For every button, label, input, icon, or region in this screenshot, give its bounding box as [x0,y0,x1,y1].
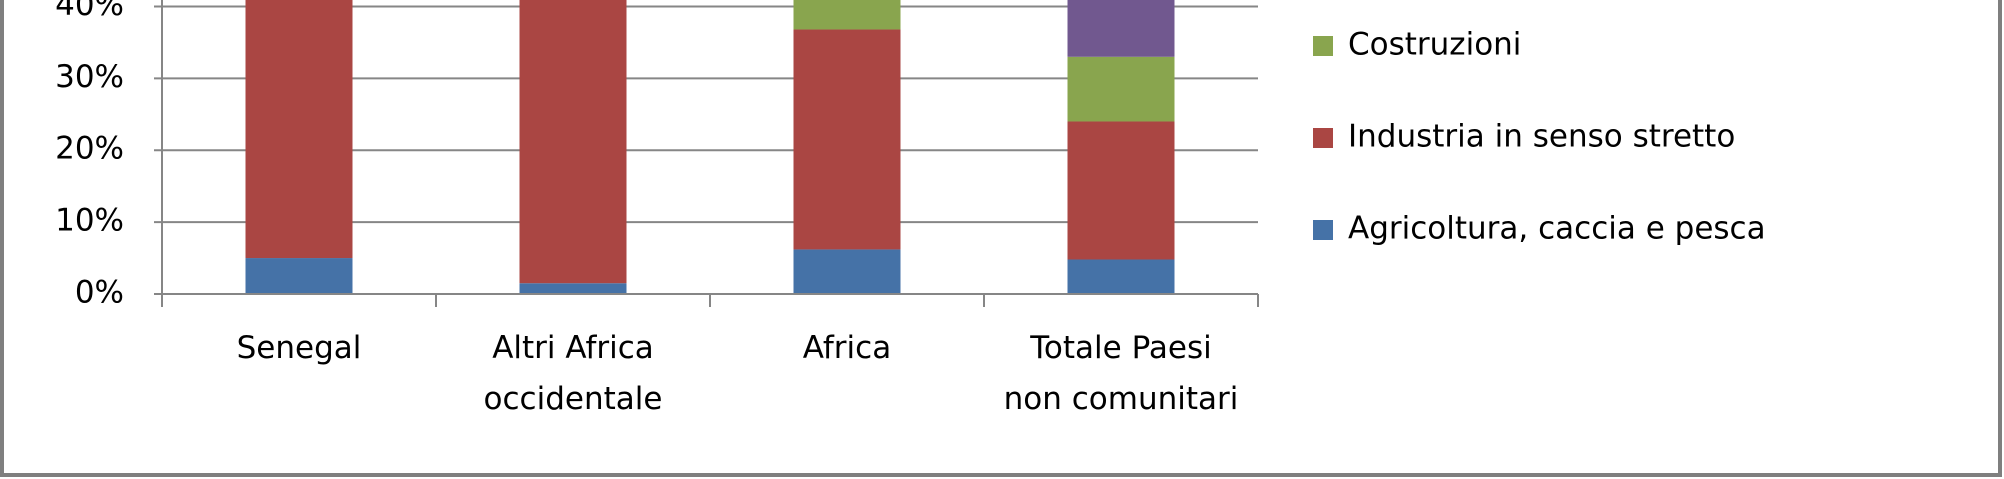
bar-segment [1067,121,1175,260]
x-tick-label: Totale Paesi non comunitari [1003,330,1239,417]
bar-segment [245,258,353,294]
legend-label: Agricoltura, caccia e pesca [1348,211,1766,247]
y-tick-label: 30% [55,59,124,95]
legend-swatch [1313,128,1333,148]
legend-swatch [1313,36,1333,56]
bar-segment [793,0,901,30]
legend-swatch [1313,220,1333,240]
y-tick-label: 20% [55,131,124,167]
bar-segment [245,0,353,259]
bar-segment [519,283,627,294]
y-tick-label: 40% [55,0,124,23]
x-tick-label: Africa [802,330,892,366]
x-tick-label: Senegal [236,330,362,366]
legend-label: Industria in senso stretto [1348,119,1735,155]
bar-segment [1067,56,1175,122]
bar-segment [1067,0,1175,57]
y-tick-label: 10% [55,203,124,239]
x-tick-label: Altri Africa occidentale [483,330,663,417]
bar-segment [1067,259,1175,294]
bar-segment [519,0,627,284]
y-tick-label: 0% [75,275,124,311]
bar-segment [793,249,901,294]
bar-segment [793,29,901,250]
legend-label: Costruzioni [1348,27,1521,63]
